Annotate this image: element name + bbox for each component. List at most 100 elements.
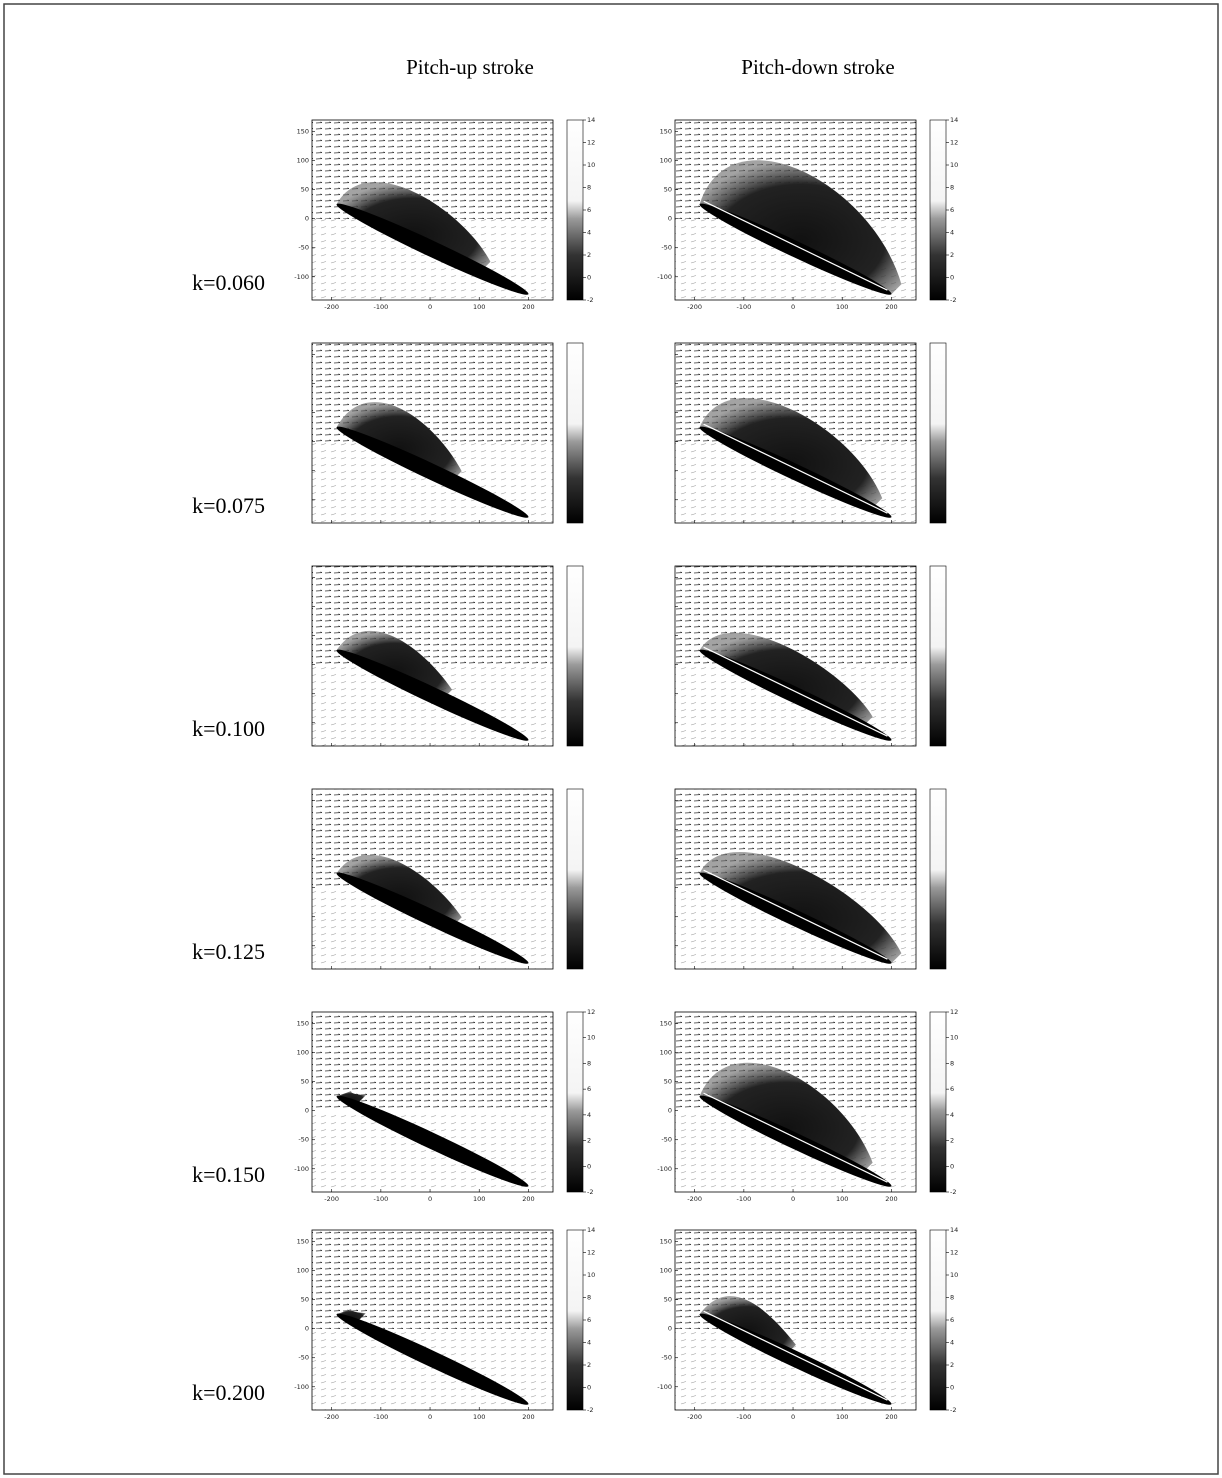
colorbar-tick-label: 0 [950,1162,954,1170]
x-tick-label: 0 [428,1413,432,1421]
row-label: k=0.060 [192,270,265,295]
x-tick-label: -200 [687,1195,702,1203]
colorbar-tick-label: 2 [950,1137,954,1145]
y-tick-label: 150 [297,1020,309,1028]
colorbar-tick-label: 14 [950,116,958,124]
y-tick-label: 100 [660,157,672,165]
y-tick-label: 100 [660,1049,672,1057]
colorbar-tick-label: 10 [950,1034,958,1042]
colorbar-tick-label: 12 [587,139,595,147]
colorbar [567,1230,583,1410]
x-tick-label: 0 [428,1195,432,1203]
x-tick-label: 200 [885,303,897,311]
x-tick-label: -200 [324,303,339,311]
colorbar-tick-label: 6 [587,1316,591,1324]
y-tick-label: 150 [297,1238,309,1246]
colorbar-tick-label: 8 [587,1294,591,1302]
x-tick-label: 100 [836,303,848,311]
colorbar-tick-label: 10 [587,1271,595,1279]
colorbar-tick-label: 2 [587,1137,591,1145]
colorbar-tick-label: 12 [950,139,958,147]
colorbar-tick-label: 14 [950,1226,958,1234]
colorbar-tick-label: -2 [587,1188,593,1196]
colorbar-tick-label: 14 [587,116,595,124]
y-tick-label: -50 [298,1354,309,1362]
colorbar-tick-label: 0 [950,1384,954,1392]
colorbar [930,789,946,969]
colorbar-tick-label: -2 [587,296,593,304]
x-tick-label: -200 [687,1413,702,1421]
colorbar-tick-label: 12 [950,1008,958,1016]
colorbar-tick-label: 4 [587,229,591,237]
colorbar-tick-label: -2 [950,1188,956,1196]
row-label: k=0.125 [192,939,265,964]
column-title: Pitch-up stroke [406,55,534,79]
row-label: k=0.100 [192,716,265,741]
y-tick-label: 0 [668,215,672,223]
y-tick-label: 50 [301,1078,309,1086]
x-tick-label: 100 [473,1195,485,1203]
y-tick-label: 0 [668,1107,672,1115]
figure: Pitch-up stroke Pitch-down stroke k=0.06… [0,0,1222,1478]
y-tick-label: 50 [664,1296,672,1304]
panel [312,343,583,524]
colorbar-tick-label: 6 [587,1085,591,1093]
y-tick-label: -100 [657,273,672,281]
colorbar-tick-label: 8 [950,184,954,192]
y-tick-label: 50 [664,1078,672,1086]
colorbar-tick-label: 12 [950,1249,958,1257]
x-tick-label: -200 [324,1413,339,1421]
y-tick-label: -100 [294,273,309,281]
y-tick-label: 150 [660,1238,672,1246]
row-label: k=0.200 [192,1380,265,1405]
colorbar-tick-label: 6 [587,206,591,214]
x-tick-label: 100 [836,1195,848,1203]
y-tick-label: 50 [301,186,309,194]
panel: 150100500-50-100-200-1000100200121086420… [294,1008,595,1203]
column-title: Pitch-down stroke [741,55,894,79]
x-tick-label: -100 [373,1413,388,1421]
y-tick-label: 0 [305,215,309,223]
colorbar-tick-label: 2 [587,251,591,259]
colorbar-tick-label: -2 [950,1406,956,1414]
y-tick-label: -50 [298,1136,309,1144]
colorbar [567,1012,583,1192]
panel [675,343,946,524]
x-tick-label: 0 [428,303,432,311]
panel [675,789,946,970]
x-tick-label: -200 [324,1195,339,1203]
y-tick-label: 50 [301,1296,309,1304]
y-tick-label: 0 [668,1325,672,1333]
panel [312,789,583,970]
y-tick-label: -50 [661,1354,672,1362]
colorbar [930,566,946,746]
colorbar-tick-label: 6 [950,1085,954,1093]
x-tick-label: -100 [736,1195,751,1203]
x-tick-label: -100 [736,303,751,311]
y-tick-label: 100 [297,157,309,165]
x-tick-label: 100 [473,303,485,311]
row-label: k=0.150 [192,1162,265,1187]
colorbar-tick-label: 0 [950,274,954,282]
x-tick-label: 200 [522,1413,534,1421]
x-tick-label: 100 [473,1413,485,1421]
colorbar-tick-label: 10 [950,161,958,169]
colorbar-tick-label: 8 [950,1059,954,1067]
colorbar-tick-label: 6 [950,1316,954,1324]
colorbar-tick-label: 4 [587,1111,591,1119]
colorbar-tick-label: 4 [950,1339,954,1347]
colorbar-tick-label: 4 [950,229,954,237]
x-tick-label: -100 [736,1413,751,1421]
x-tick-label: -200 [687,303,702,311]
y-tick-label: -100 [657,1165,672,1173]
x-tick-label: 0 [791,1195,795,1203]
colorbar-tick-label: 10 [587,1034,595,1042]
colorbar-tick-label: 8 [587,1059,591,1067]
y-tick-label: 100 [297,1267,309,1275]
colorbar [567,120,583,300]
colorbar [930,343,946,523]
y-tick-label: -100 [294,1383,309,1391]
panel: 150100500-50-100-200-1000100200141210864… [657,116,958,311]
